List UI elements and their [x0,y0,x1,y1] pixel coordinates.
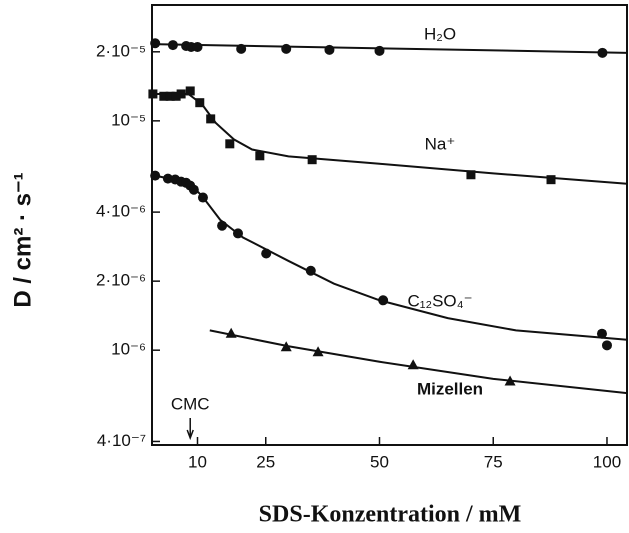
point [197,192,208,203]
point [188,184,199,195]
plot-frame [151,4,628,446]
y-tick-label: 2·10⁻⁵ [96,41,146,60]
x-axis-label: SDS-Konzentration / mM [259,502,522,528]
y-tick-label: 2·10⁻⁶ [96,271,146,290]
point [225,139,235,149]
x-tick-label: 100 [593,452,621,471]
point [597,47,608,58]
series-label: Mizellen [417,379,483,398]
point [407,359,419,370]
point [162,173,173,184]
series-label: C₁₂SO₄⁻ [407,291,472,310]
point [217,220,228,231]
x-tick-label: 25 [256,452,275,471]
point [195,98,205,108]
point [280,341,292,352]
x-tick-label: 75 [484,452,503,471]
point [374,45,385,56]
point [206,114,216,124]
y-tick-label: 4·10⁻⁷ [97,431,146,450]
point [312,346,324,357]
point [176,89,186,99]
point [171,91,181,101]
point [159,91,169,101]
point [596,328,607,339]
point [225,327,237,338]
point [232,228,243,239]
point [601,340,612,351]
point [148,89,158,99]
point [255,151,265,161]
point [236,43,247,54]
x-tick-label: 10 [188,452,207,471]
series-label: H₂O [424,24,456,43]
fit-line [209,329,628,395]
point [504,375,516,386]
point [307,155,317,165]
point [185,86,195,96]
series-label: Na⁺ [425,134,456,153]
point [305,265,316,276]
point [150,170,161,181]
point [281,43,292,54]
annotation: CMC [171,394,210,413]
annotation-arrowhead [186,429,194,441]
y-axis-label: D / cm² · s⁻¹ [9,172,36,307]
point [167,40,178,51]
point [546,175,556,185]
point [150,38,161,49]
fit-line [152,92,628,185]
point [261,248,272,259]
point [378,295,389,306]
x-tick-label: 50 [370,452,389,471]
y-tick-label: 4·10⁻⁶ [96,202,146,221]
point [324,44,335,55]
fit-line [151,43,628,54]
point [192,41,203,52]
point [165,91,175,101]
y-tick-label: 10⁻⁵ [111,110,146,129]
point [466,170,476,180]
y-tick-label: 10⁻⁶ [111,340,146,359]
fit-line [151,174,628,341]
